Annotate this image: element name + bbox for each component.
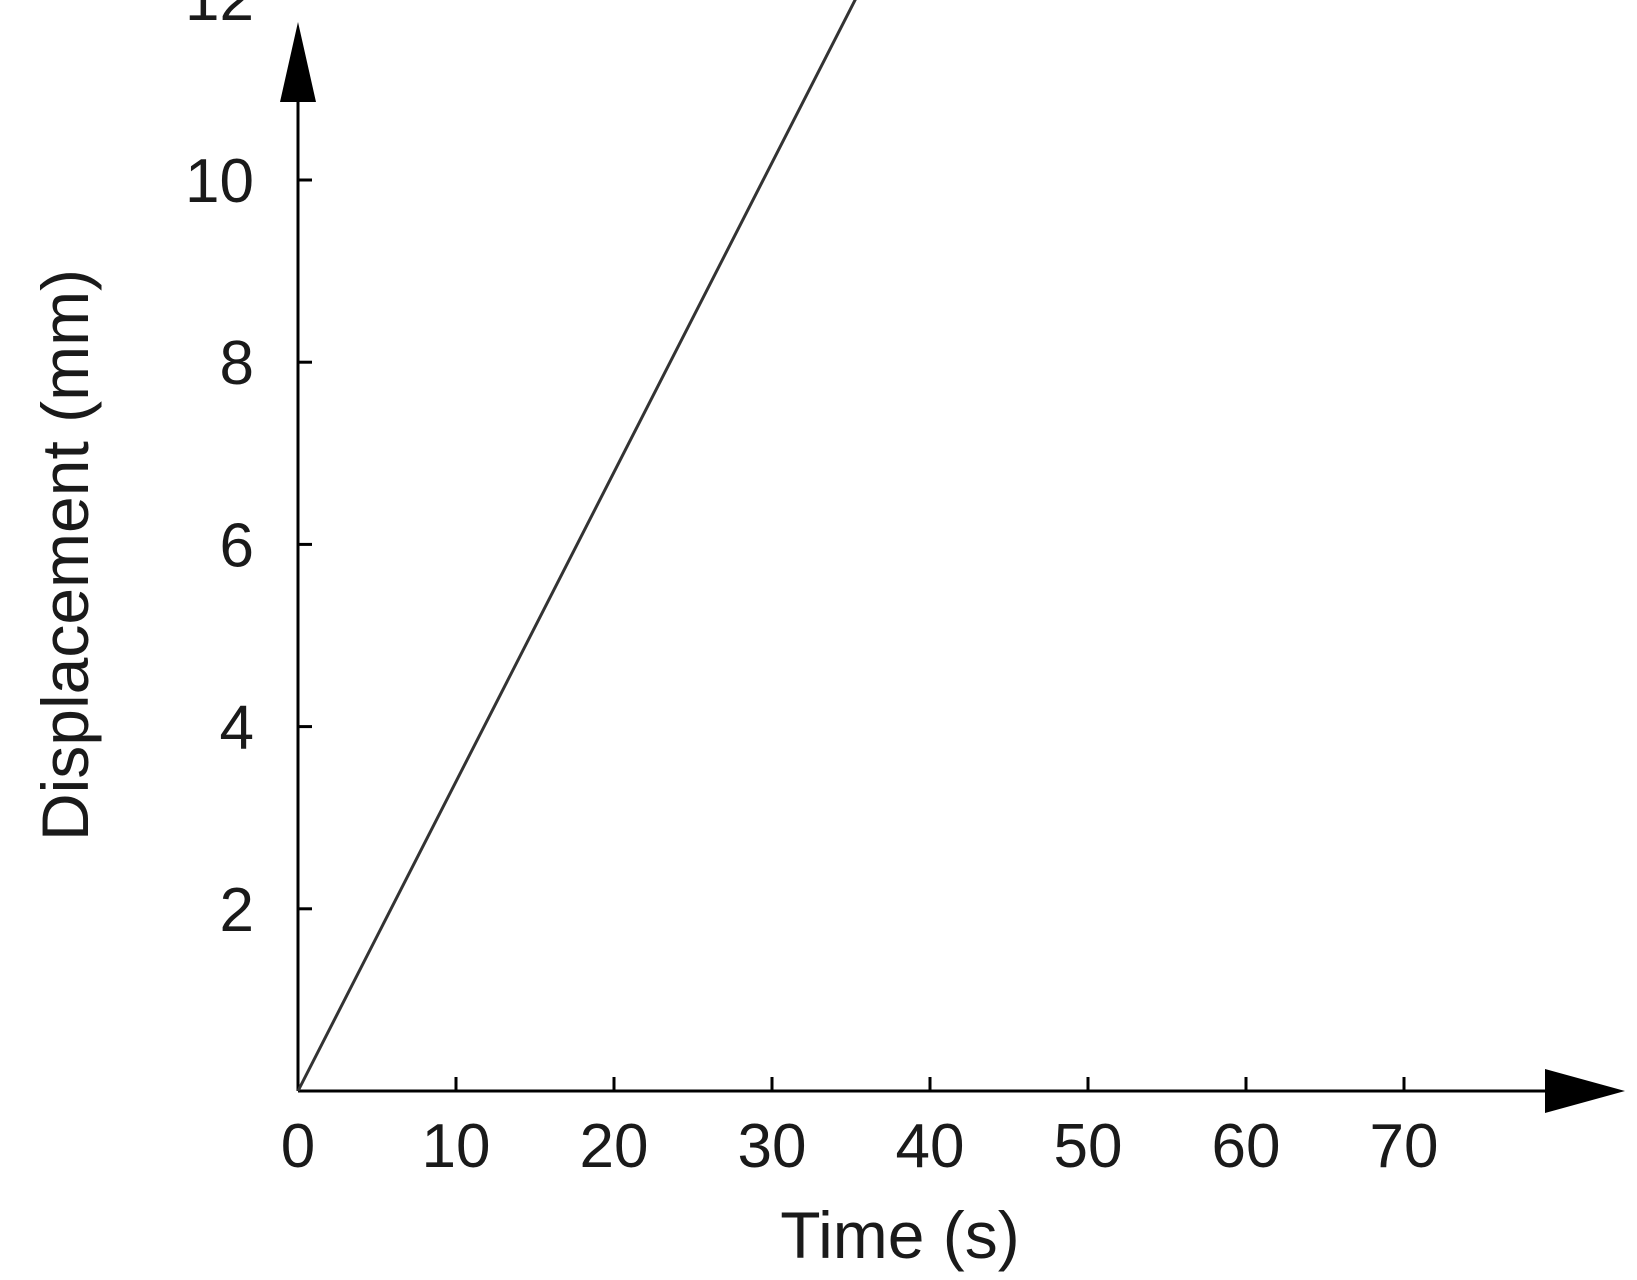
x-axis-ticks [454, 1077, 1406, 1091]
x-axis-tick-labels: 0 10 20 30 40 50 60 70 [281, 1112, 1439, 1181]
y-tick-label: 8 [220, 329, 254, 398]
x-tick-label: 10 [422, 1112, 491, 1181]
x-tick-label: 0 [281, 1112, 315, 1181]
y-axis-arrowhead [280, 22, 316, 102]
y-tick-label: 6 [220, 511, 254, 580]
y-tick-label: 4 [220, 694, 254, 763]
x-axis-arrowhead [1545, 1069, 1625, 1113]
x-tick-label: 30 [738, 1112, 807, 1181]
y-axis-title: Displacement (mm) [28, 269, 102, 841]
y-tick-label: 10 [185, 147, 254, 216]
x-tick-label: 50 [1054, 1112, 1123, 1181]
x-tick-label: 20 [580, 1112, 649, 1181]
x-tick-label: 40 [896, 1112, 965, 1181]
y-axis-tick-labels: 2468101214161820 [185, 0, 254, 945]
y-tick-label: 2 [220, 876, 254, 945]
series-layer [296, 0, 857, 1092]
y-tick-label: 12 [185, 0, 254, 34]
series-line [296, 0, 857, 1092]
y-axis-ticks [298, 178, 312, 911]
x-tick-label: 70 [1370, 1112, 1439, 1181]
x-tick-label: 60 [1212, 1112, 1281, 1181]
x-axis-title: Time (s) [780, 1198, 1020, 1272]
